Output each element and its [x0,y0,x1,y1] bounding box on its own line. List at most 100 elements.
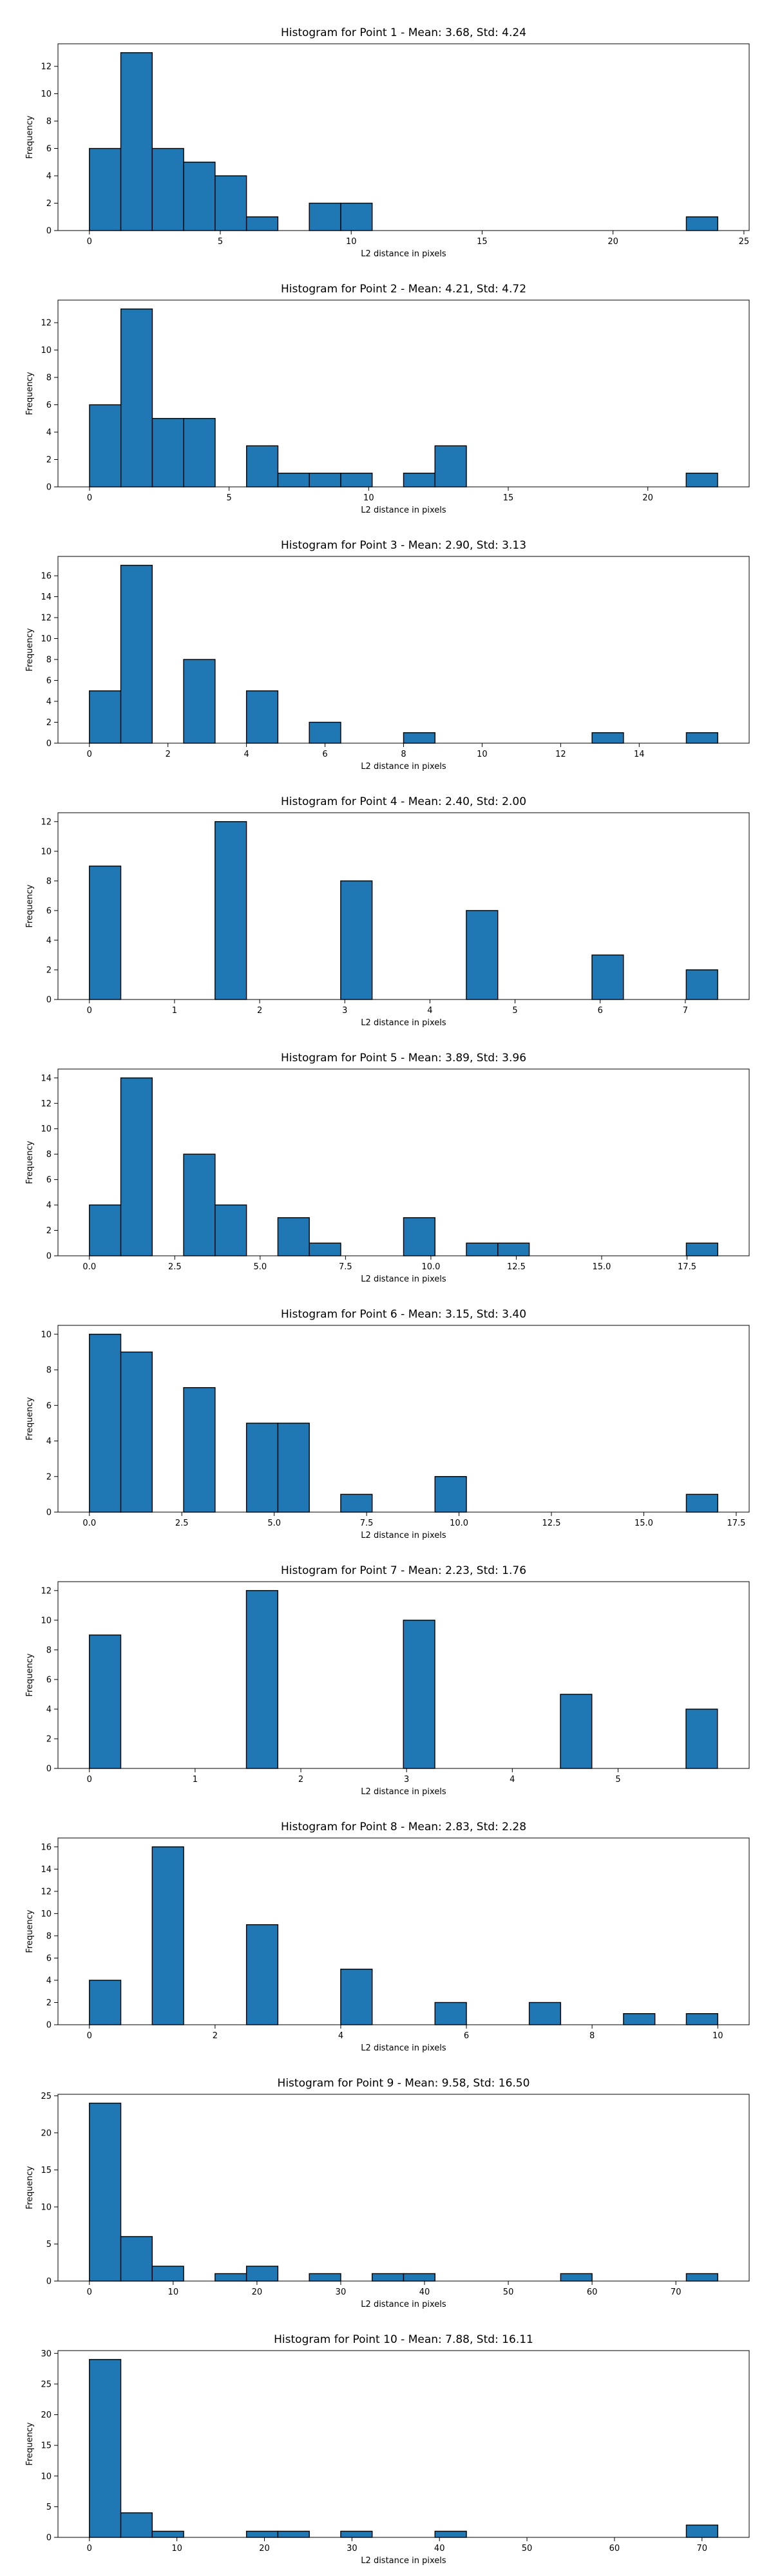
histogram-bar [497,1242,530,1256]
y-axis-label: Frequency [25,1141,35,1184]
y-tick-label: 12 [41,319,52,328]
histogram-bar [591,732,624,744]
histogram-panel-7: Histogram for Point 7 - Mean: 2.23, Std:… [25,1564,750,1797]
x-tick-label: 17.5 [727,1519,745,1528]
x-tick-label: 5 [615,1775,620,1785]
x-tick-label: 4 [338,2031,343,2041]
y-tick-label: 10 [41,346,52,355]
x-tick-label: 50 [503,2287,514,2297]
axes-frame [57,1325,750,1513]
x-tick-label: 15 [503,493,514,503]
histogram-bar [685,216,718,231]
axes-frame [57,1837,750,2025]
histogram-bar [309,2273,341,2282]
y-axis-label: Frequency [25,628,35,671]
x-tick-label: 6 [322,750,327,759]
y-tick-label: 12 [41,1887,52,1897]
y-tick-label: 10 [41,2472,52,2481]
y-tick-label: 30 [41,2349,52,2359]
y-tick-label: 12 [41,817,52,827]
x-tick-label: 20 [607,237,618,247]
histogram-bar [183,1153,216,1256]
x-axis-label: L2 distance in pixels [361,506,446,515]
y-axis-label: Frequency [25,2166,35,2209]
y-tick-label: 0 [46,2533,52,2543]
x-tick-label: 10 [477,750,488,759]
histogram-bar [685,1709,718,1769]
y-axis-label: Frequency [25,372,35,415]
y-tick-label: 6 [46,144,52,154]
histogram-bar [183,418,216,488]
y-tick-label: 0 [46,1765,52,1774]
x-tick-label: 10 [346,237,357,247]
histogram-bar [246,445,279,488]
histogram-bar [120,1351,153,1513]
y-tick-label: 8 [46,374,52,383]
histogram-bar [372,2273,405,2282]
x-tick-label: 17.5 [678,1262,696,1272]
y-tick-label: 2 [46,1734,52,1744]
x-tick-label: 2 [166,750,171,759]
y-tick-label: 2 [46,199,52,209]
chart-title: Histogram for Point 10 - Mean: 7.88, Std… [274,2333,533,2346]
histogram-bar [89,866,122,1000]
y-tick-label: 0 [46,996,52,1005]
histogram-bar [151,2530,184,2538]
axes-frame [57,1581,750,1769]
histogram-bar [89,404,122,488]
x-tick-label: 2.5 [168,1262,182,1272]
x-tick-label: 20 [259,2544,270,2553]
histogram-bar [685,1493,718,1513]
x-tick-label: 1 [172,1006,177,1016]
y-axis-label: Frequency [25,884,35,927]
x-tick-label: 0 [87,2287,92,2297]
y-tick-label: 10 [41,1330,52,1340]
x-tick-label: 14 [634,750,645,759]
y-tick-label: 14 [41,592,52,602]
histogram-bar [685,2013,718,2025]
x-tick-label: 4 [243,750,249,759]
y-tick-label: 2 [46,1998,52,2008]
x-tick-label: 10 [171,2544,182,2553]
x-tick-label: 10 [363,493,374,503]
y-axis-label: Frequency [25,1653,35,1696]
x-tick-label: 0.0 [82,1262,96,1272]
y-tick-label: 2 [46,455,52,465]
y-axis-label: Frequency [25,1397,35,1440]
histogram-bar [89,1980,122,2025]
histogram-bar [215,821,247,1000]
x-tick-label: 0 [87,237,92,247]
y-tick-label: 0 [46,2277,52,2287]
x-tick-label: 4 [427,1006,432,1016]
y-tick-label: 14 [41,1074,52,1083]
x-tick-label: 8 [401,750,406,759]
histogram-bar [120,2236,153,2282]
x-axis-label: L2 distance in pixels [361,762,446,772]
chart-title: Histogram for Point 6 - Mean: 3.15, Std:… [281,1308,526,1321]
x-axis-label: L2 distance in pixels [361,249,446,259]
x-tick-label: 70 [696,2544,707,2553]
histogram-bar [403,2273,435,2282]
axes-frame [57,43,750,231]
x-tick-label: 4 [510,1775,515,1785]
chart-title: Histogram for Point 3 - Mean: 2.90, Std:… [281,539,526,552]
y-tick-label: 15 [41,2441,52,2451]
histogram-bar [340,473,373,488]
x-tick-label: 30 [347,2544,358,2553]
y-tick-label: 10 [41,847,52,857]
y-tick-label: 6 [46,676,52,686]
histogram-bar [89,1634,122,1769]
histogram-bar [685,732,718,744]
x-tick-label: 7.5 [339,1262,352,1272]
histogram-panel-5: Histogram for Point 5 - Mean: 3.89, Std:… [25,1052,750,1284]
y-tick-label: 6 [46,1401,52,1411]
y-axis-label: Frequency [25,2422,35,2465]
x-tick-label: 30 [336,2287,347,2297]
chart-title: Histogram for Point 5 - Mean: 3.89, Std:… [281,1052,526,1065]
x-axis-label: L2 distance in pixels [361,2300,446,2309]
y-tick-label: 8 [46,1931,52,1941]
x-tick-label: 5 [218,237,223,247]
histogram-panel-10: Histogram for Point 10 - Mean: 7.88, Std… [25,2333,750,2566]
histogram-bar [685,1242,718,1256]
histogram-bar [120,52,153,231]
